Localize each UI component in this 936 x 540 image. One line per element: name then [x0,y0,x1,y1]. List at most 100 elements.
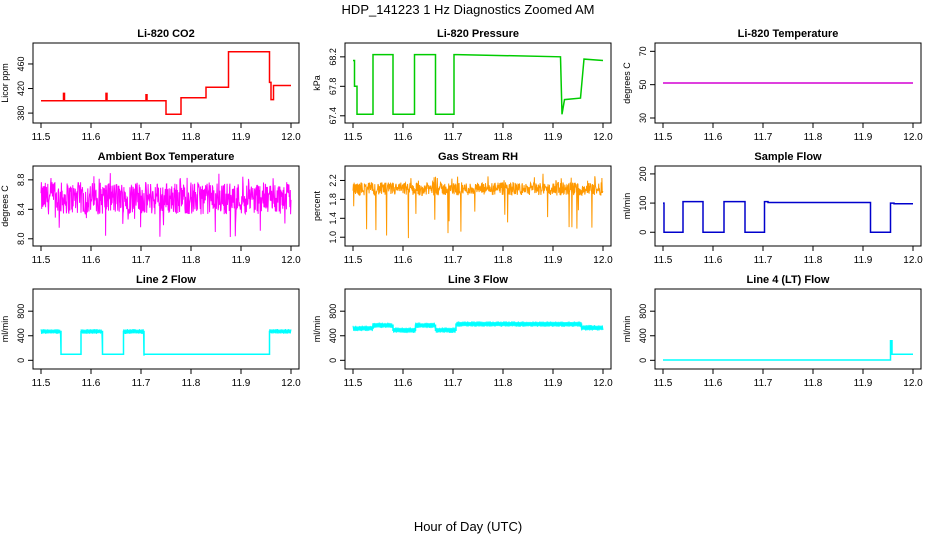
x-tick-label: 11.6 [82,255,101,266]
x-tick-label: 11.5 [654,132,673,143]
figure-title: HDP_141223 1 Hz Diagnostics Zoomed AM [342,2,595,17]
series-band [123,329,145,357]
series-line [663,200,913,234]
y-axis-label: degrees C [0,185,10,227]
x-tick-label: 11.7 [132,255,151,266]
y-tick-label: 68.2 [328,48,338,66]
x-tick-label: 12.0 [593,255,613,266]
series-group [353,53,604,116]
y-tick-label: 1.8 [328,193,338,206]
figure-x-axis-label: Hour of Day (UTC) [414,519,522,534]
panel-title: Line 2 Flow [136,274,196,286]
y-tick-label: 1.4 [328,212,338,225]
plot-frame [32,288,300,370]
plot-frame [344,165,612,247]
y-tick-label: 0 [328,358,338,363]
x-tick-label: 12.0 [593,132,613,143]
panel-3: Li-820 Temperature degrees C 11.5 11.6 11.7 1… [622,28,923,143]
series-group [663,200,913,234]
y-tick-label: 200 [638,166,648,181]
x-tick-label: 11.9 [232,255,251,266]
x-tick-label: 12.0 [903,378,923,389]
y-tick-label: 8.8 [16,174,26,187]
x-tick-label: 11.8 [494,378,513,389]
panel-title: Line 3 Flow [448,274,508,286]
x-tick-label: 11.5 [344,255,363,266]
x-tick-label: 11.9 [232,378,251,389]
series-group [41,50,291,116]
series-group [352,173,604,239]
y-tick-label: 800 [16,304,26,319]
plot-frame [654,42,922,124]
series-band [80,329,103,353]
x-tick-label: 11.8 [182,132,201,143]
x-tick-label: 11.5 [344,132,363,143]
x-tick-label: 11.7 [444,132,463,143]
x-tick-label: 11.8 [804,378,823,389]
y-tick-label: 380 [16,106,26,121]
series-line [41,330,291,355]
panel-title: Gas Stream RH [438,151,518,163]
series-band [352,321,604,334]
plot-frame [654,288,922,370]
series-group [40,173,292,238]
x-tick-label: 11.6 [82,378,101,389]
y-tick-label: 30 [638,113,648,123]
x-tick-label: 12.0 [281,255,301,266]
panel-title: Li-820 Temperature [738,28,839,40]
panel-title: Line 4 (LT) Flow [747,274,830,286]
x-tick-label: 11.7 [132,378,151,389]
y-tick-label: 420 [16,81,26,96]
plot-frame [32,165,300,247]
x-tick-label: 11.9 [854,378,873,389]
x-tick-label: 11.5 [32,132,51,143]
x-tick-label: 12.0 [281,378,301,389]
x-tick-label: 11.9 [232,132,251,143]
y-tick-label: 400 [638,328,648,343]
y-axis-label: Licor ppm [0,63,10,103]
y-tick-label: 8.0 [16,233,26,246]
panel-title: Li-820 CO2 [137,28,194,40]
x-tick-label: 11.5 [654,255,673,266]
y-tick-label: 67.8 [328,78,338,96]
series-line [41,50,291,116]
y-axis-label: ml/min [0,316,10,343]
x-tick-label: 11.7 [754,132,773,143]
x-tick-label: 11.5 [654,378,673,389]
x-tick-label: 11.9 [544,255,563,266]
y-tick-label: 70 [638,46,648,56]
y-tick-label: 460 [16,56,26,71]
series-band [40,329,62,352]
panel-7: Line 2 Flow ml/min 11.5 11.6 11.7 11.8 11.9 12.… [0,274,301,389]
series-line [663,339,913,361]
x-tick-label: 11.6 [394,132,413,143]
x-tick-label: 11.8 [804,132,823,143]
x-tick-label: 11.7 [754,378,773,389]
series-line [352,173,604,239]
x-tick-label: 11.6 [394,378,413,389]
series-group [663,339,913,361]
x-tick-label: 11.8 [804,255,823,266]
panel-8: Line 3 Flow ml/min 11.5 11.6 11.7 11.8 11.9 12.… [312,274,613,389]
panel-1: Li-820 CO2 Licor ppm 11.5 11.6 11.7 11.8 11.9 1… [0,28,301,143]
series-line [353,53,604,116]
panel-9: Line 4 (LT) Flow ml/min 11.5 11.6 11.7 11.8 11… [622,274,923,389]
panel-4: Ambient Box Temperature degrees C 11.5 11.6… [0,151,301,266]
x-tick-label: 12.0 [903,255,923,266]
x-tick-label: 11.6 [394,255,413,266]
x-tick-label: 11.9 [544,132,563,143]
y-tick-label: 50 [638,80,648,90]
x-tick-label: 11.9 [854,255,873,266]
x-tick-label: 11.8 [182,255,201,266]
y-tick-label: 400 [16,328,26,343]
x-tick-label: 12.0 [281,132,301,143]
y-tick-label: 800 [328,304,338,319]
x-tick-label: 11.9 [544,378,563,389]
y-axis-label: kPa [312,75,322,91]
x-tick-label: 11.5 [344,378,363,389]
x-tick-label: 12.0 [903,132,923,143]
x-tick-label: 11.6 [82,132,101,143]
y-axis-label: percent [312,190,322,221]
